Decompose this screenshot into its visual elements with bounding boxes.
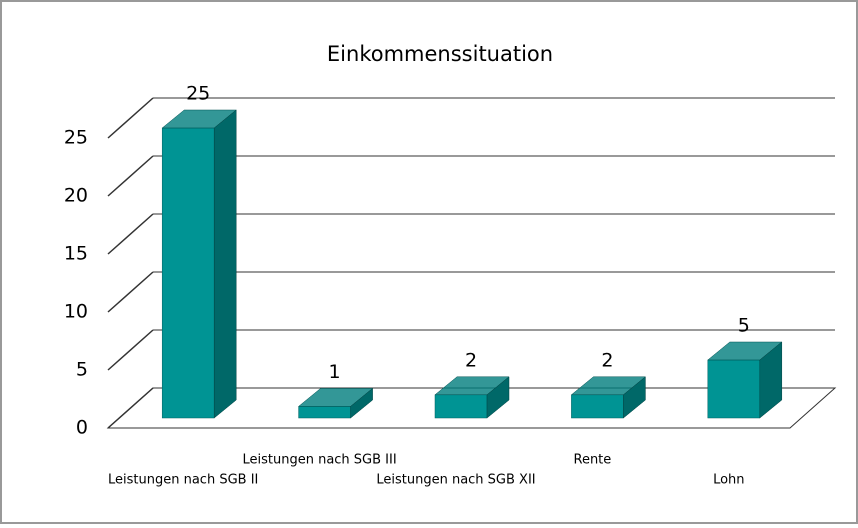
side-grid-line [107, 329, 154, 371]
bar-front [298, 406, 351, 419]
side-grid-line [107, 155, 154, 197]
value-label: 1 [329, 361, 341, 383]
bar-front [571, 394, 624, 419]
side-grid-line [107, 97, 154, 139]
side-grid-line [107, 271, 154, 313]
bar-side [350, 387, 373, 419]
bar-front [434, 394, 488, 419]
x-tick-label: Rente [574, 453, 612, 468]
x-tick-label: Leistungen nach SGB III [242, 453, 396, 468]
y-tick-label: 25 [64, 127, 88, 149]
x-tick-label: Lohn [713, 473, 744, 488]
y-tick-label: 10 [64, 301, 88, 323]
value-label: 25 [186, 83, 210, 105]
value-label: 5 [738, 315, 750, 337]
y-tick-label: 15 [64, 243, 88, 265]
y-tick-label: 20 [64, 185, 88, 207]
side-grid-line [107, 213, 154, 255]
value-label: 2 [465, 349, 477, 371]
bar-side [486, 376, 510, 419]
value-label: 2 [601, 349, 613, 371]
x-tick-label: Leistungen nach SGB II [108, 473, 258, 488]
side-grid-line [107, 387, 154, 429]
bar-front [161, 127, 215, 419]
x-tick-label: Leistungen nach SGB XII [376, 473, 535, 488]
bar-front [707, 359, 761, 419]
bar-side [213, 109, 237, 419]
bar-side [759, 341, 783, 419]
y-tick-label: 5 [76, 359, 88, 381]
bar-side [623, 376, 646, 419]
chart-title: Einkommenssituation [327, 42, 553, 66]
y-tick-label: 0 [76, 417, 88, 439]
